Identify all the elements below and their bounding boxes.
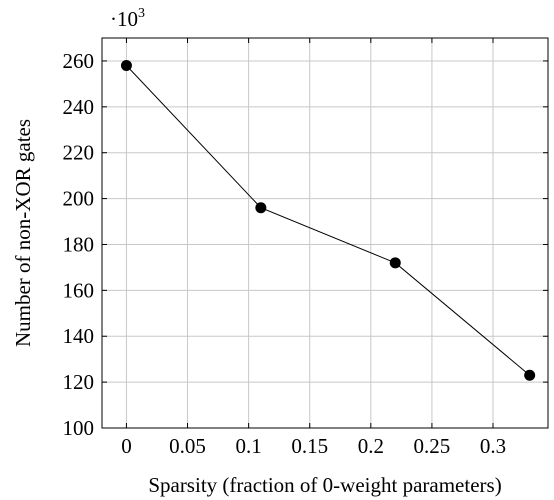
- x-tick-label: 0.05: [169, 434, 206, 458]
- data-point: [524, 369, 536, 381]
- y-tick-label: 120: [63, 370, 95, 394]
- y-tick-label: 200: [63, 187, 95, 211]
- y-ticks: 100 120 140 160 180 200 220 240 260: [63, 49, 548, 440]
- series: [120, 60, 536, 381]
- x-tick-label: 0.15: [291, 434, 328, 458]
- y-tick-label: 220: [63, 141, 95, 165]
- data-point: [120, 60, 132, 72]
- data-point: [255, 202, 267, 214]
- x-tick-label: 0.1: [236, 434, 262, 458]
- y-tick-label: 160: [63, 278, 95, 302]
- y-axis-multiplier: ·103: [110, 6, 145, 31]
- y-tick-label: 140: [63, 324, 95, 348]
- grid: [102, 38, 548, 429]
- x-ticks: 0 0.05 0.1 0.15 0.2 0.25 0.3: [121, 38, 506, 458]
- y-tick-label: 100: [63, 416, 95, 440]
- data-point: [389, 257, 401, 269]
- x-tick-label: 0.25: [414, 434, 451, 458]
- y-tick-label: 240: [63, 95, 95, 119]
- y-multiplier-base: ·10: [110, 7, 138, 31]
- y-axis-label: Number of non-XOR gates: [11, 119, 35, 347]
- x-tick-label: 0: [121, 434, 132, 458]
- x-axis-label: Sparsity (fraction of 0-weight parameter…: [148, 473, 501, 497]
- y-tick-label: 260: [63, 49, 95, 73]
- x-tick-label: 0.3: [480, 434, 506, 458]
- y-multiplier-exponent: 3: [138, 6, 145, 21]
- plot-frame: [101, 37, 549, 429]
- x-tick-label: 0.2: [358, 434, 384, 458]
- series-line: [126, 65, 530, 376]
- y-tick-label: 180: [63, 232, 95, 256]
